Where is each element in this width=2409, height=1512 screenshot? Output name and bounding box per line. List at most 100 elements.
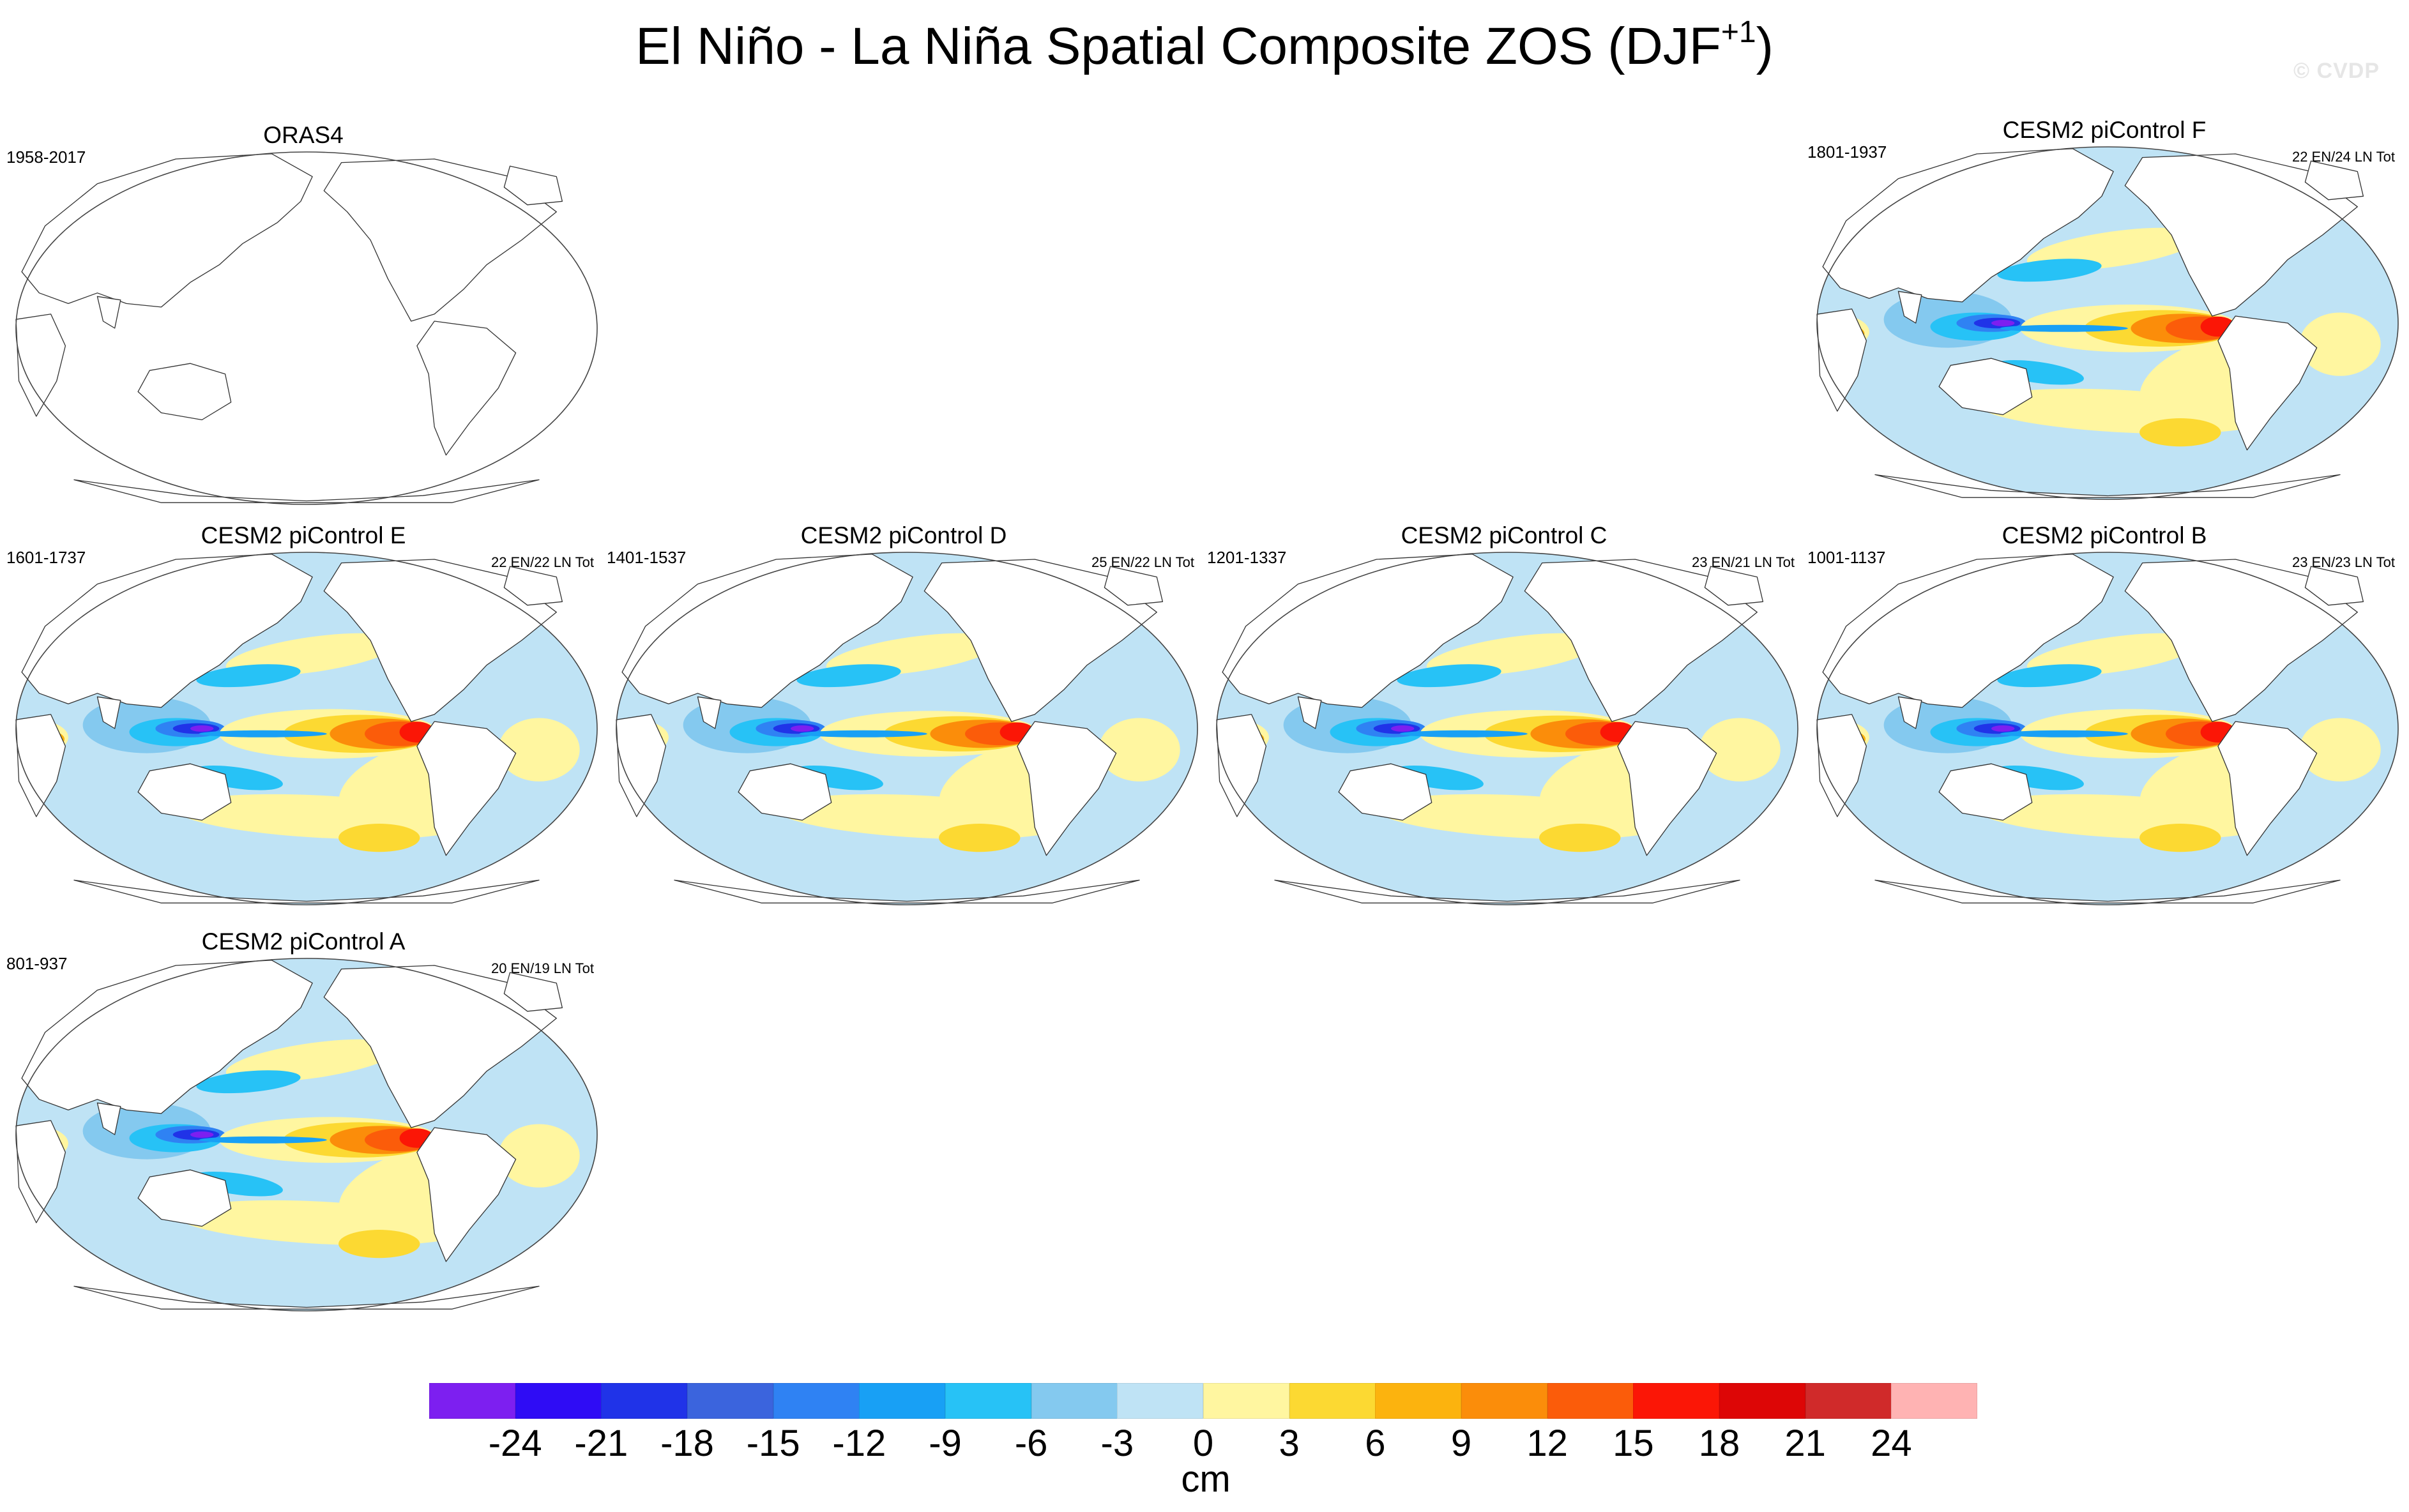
land-outline (416, 1127, 517, 1262)
land-outline (416, 721, 517, 856)
panel-count: 22 EN/24 LN Tot (2291, 149, 2395, 165)
panel-count: 20 EN/19 LN Tot (490, 960, 594, 976)
map-border (15, 552, 598, 905)
land-outline (96, 1102, 121, 1135)
colorbar-tick-label: 12 (1526, 1423, 1568, 1464)
map-border (616, 552, 1198, 905)
land-outline (2217, 721, 2318, 856)
continents (15, 554, 563, 903)
anomaly-contour (939, 824, 1021, 852)
land-outline (1017, 721, 1117, 856)
map-border (1216, 552, 1798, 905)
land-outline (1704, 566, 1764, 606)
land-outline (73, 879, 540, 903)
continents (616, 554, 1164, 903)
anomaly-contour (1397, 664, 1501, 688)
panel-period: 1001-1137 (1807, 548, 1886, 567)
colorbar-units: cm (1181, 1458, 1231, 1500)
land-outline (137, 1169, 232, 1227)
colorbar-tick-label: -24 (488, 1423, 542, 1464)
land-outline (1617, 721, 1717, 856)
land-outline (1216, 714, 1267, 817)
colorbar-swatch (1805, 1383, 1892, 1419)
anomaly-contour (1391, 725, 1415, 732)
continents (15, 153, 563, 503)
panel-count: 25 EN/22 LN Tot (1091, 554, 1194, 570)
figure-title: El Niño - La Niña Spatial Composite ZOS … (0, 11, 2409, 82)
land-outline (1897, 291, 1922, 324)
colorbar-swatch (1891, 1383, 1978, 1419)
robinson-map (15, 552, 598, 905)
panel-period: 1401-1537 (607, 548, 687, 567)
panel-title: CESM2 piControl C (1401, 522, 1607, 548)
land-outline (21, 554, 313, 708)
colorbar-swatch (1547, 1383, 1634, 1419)
anomaly-contour (2000, 730, 2128, 737)
panel-period: 1201-1337 (1207, 548, 1287, 567)
map-border (15, 958, 598, 1312)
land-outline (21, 153, 313, 308)
colorbar-tick-label: -21 (574, 1423, 628, 1464)
panel-period: 1958-2017 (6, 147, 86, 167)
colorbar-tick-label: 24 (1871, 1423, 1912, 1464)
land-outline (1104, 566, 1164, 606)
continents (1216, 554, 1764, 903)
anomaly-contour (1997, 664, 2102, 688)
anomaly-contour (2299, 312, 2381, 376)
map-panel-cesm2-a: CESM2 piControl A 801-937 20 EN/19 LN To… (6, 928, 600, 1336)
land-outline (73, 1285, 540, 1310)
land-outline (96, 296, 121, 329)
anomaly-contour (1699, 718, 1781, 782)
colorbar-tick-label: 0 (1192, 1423, 1214, 1464)
anomaly-contour (1991, 320, 2015, 326)
colorbar-tick-label: -15 (746, 1423, 800, 1464)
colorbar-tick-label: -18 (660, 1423, 714, 1464)
anomaly-contour (190, 725, 214, 732)
land-outline (137, 363, 232, 421)
land-outline (15, 314, 66, 417)
colorbar-swatch (1633, 1383, 1720, 1419)
colorbar-swatch (601, 1383, 688, 1419)
land-outline (21, 960, 313, 1114)
robinson-map (1816, 552, 2399, 905)
anomaly-contour (796, 664, 901, 688)
anomaly-contour (196, 664, 301, 688)
land-outline (15, 714, 66, 817)
colorbar-tick-label: 3 (1279, 1423, 1300, 1464)
anomaly-contour (1991, 725, 2015, 732)
land-outline (1874, 879, 2341, 903)
land-outline (137, 763, 232, 821)
map-panel-cesm2-f: CESM2 piControl F 1801-1937 22 EN/24 LN … (1807, 116, 2401, 525)
colorbar-swatch (1461, 1383, 1548, 1419)
map-panel-cesm2-e: CESM2 piControl E 1601-1737 22 EN/22 LN … (6, 522, 600, 930)
land-outline (738, 763, 832, 821)
panel-title: CESM2 piControl E (201, 522, 406, 548)
continents (1816, 554, 2364, 903)
colorbar-tick-label: 18 (1698, 1423, 1740, 1464)
land-outline (96, 696, 121, 729)
map-border (15, 151, 598, 505)
panel-period: 1601-1737 (6, 548, 86, 567)
panel-title: CESM2 piControl F (2002, 117, 2207, 143)
anomaly-contour (2299, 718, 2381, 782)
colorbar-swatch (1031, 1383, 1118, 1419)
colorbar-tick-label: -12 (832, 1423, 886, 1464)
land-outline (697, 696, 722, 729)
land-outline (1874, 474, 2341, 498)
colorbar-tick-label: 9 (1450, 1423, 1472, 1464)
land-outline (1222, 554, 1514, 708)
land-outline (1822, 554, 2114, 708)
land-outline (503, 566, 563, 606)
colorbar-swatch (515, 1383, 602, 1419)
anomaly-contour (1997, 259, 2102, 282)
anomaly-contour (196, 1070, 301, 1094)
robinson-map (1216, 552, 1798, 905)
colorbar-swatch (429, 1383, 516, 1419)
colorbar-tick-label: 15 (1613, 1423, 1654, 1464)
land-outline (73, 479, 540, 503)
continents (15, 960, 563, 1310)
panel-count: 23 EN/23 LN Tot (2291, 554, 2395, 570)
colorbar-swatch (1375, 1383, 1462, 1419)
cvdp-watermark: © CVDP (2293, 59, 2380, 83)
land-outline (503, 165, 563, 206)
